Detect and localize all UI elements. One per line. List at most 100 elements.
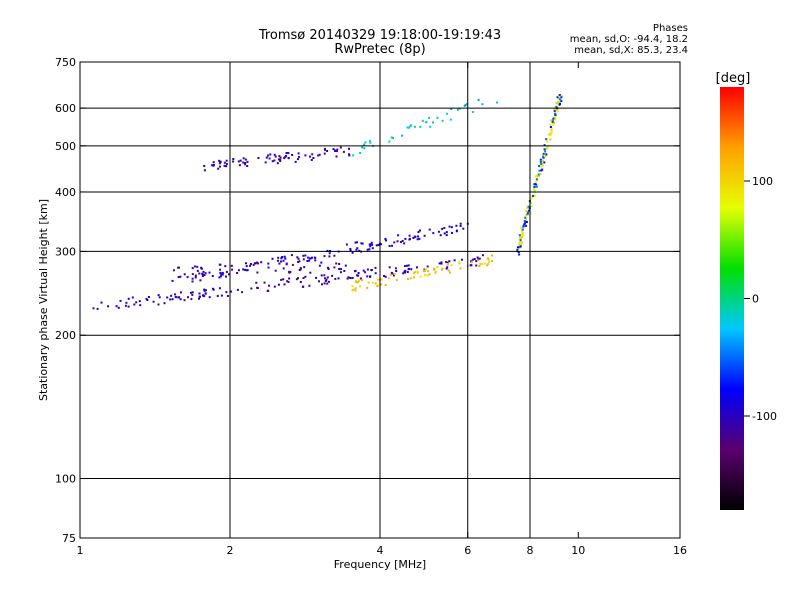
data-point xyxy=(542,154,544,157)
data-point xyxy=(445,260,448,263)
data-point xyxy=(436,116,439,119)
data-point xyxy=(360,242,363,245)
data-point xyxy=(520,226,523,229)
data-point xyxy=(277,283,280,286)
data-point xyxy=(518,242,521,245)
data-point xyxy=(286,280,289,283)
data-point xyxy=(535,178,538,181)
data-point xyxy=(326,276,329,279)
data-point xyxy=(549,134,552,137)
data-point xyxy=(266,290,269,292)
data-point xyxy=(517,246,519,249)
data-point xyxy=(320,274,323,277)
data-point xyxy=(204,272,207,275)
phases-o-stats: mean, sd,O: -94.4, 18.2 xyxy=(569,34,688,45)
data-point xyxy=(439,234,442,237)
data-point xyxy=(198,297,200,300)
data-point xyxy=(445,231,448,234)
data-point xyxy=(523,223,526,226)
x-tick-label: 8 xyxy=(527,544,534,557)
data-point xyxy=(518,244,521,246)
data-point xyxy=(367,281,370,284)
data-point xyxy=(169,298,172,301)
data-point xyxy=(446,112,449,115)
data-point xyxy=(550,131,553,134)
data-point xyxy=(428,273,431,276)
data-point xyxy=(542,159,545,162)
data-point xyxy=(285,262,288,265)
data-point xyxy=(287,152,290,155)
data-point xyxy=(409,277,412,280)
data-point xyxy=(250,287,253,290)
data-point xyxy=(348,153,351,156)
data-point xyxy=(491,260,493,263)
data-point xyxy=(486,264,489,267)
data-point xyxy=(517,247,520,250)
data-point xyxy=(438,262,441,265)
data-point xyxy=(540,169,543,172)
data-point xyxy=(458,261,461,264)
data-point xyxy=(328,252,331,255)
data-point xyxy=(267,266,270,269)
data-point xyxy=(302,258,305,261)
phases-label: Phases xyxy=(652,23,688,34)
data-point xyxy=(282,278,285,281)
data-point xyxy=(245,265,248,268)
data-point xyxy=(369,245,372,248)
data-point xyxy=(466,102,469,105)
data-point xyxy=(537,173,540,176)
data-point xyxy=(558,101,561,104)
data-point xyxy=(274,155,277,158)
colorbar-ticks: 100 0 -100 xyxy=(744,175,777,423)
data-point xyxy=(221,273,224,276)
y-tick-label: 300 xyxy=(55,245,76,258)
data-point xyxy=(446,266,449,269)
data-point xyxy=(260,261,263,264)
data-point xyxy=(302,285,305,288)
data-point xyxy=(323,255,326,258)
data-point xyxy=(388,245,391,247)
data-point xyxy=(309,155,311,158)
data-point xyxy=(539,164,542,167)
data-point xyxy=(244,158,247,161)
data-point xyxy=(191,280,194,283)
data-point xyxy=(361,242,364,245)
data-point xyxy=(242,268,245,271)
data-point xyxy=(287,281,290,283)
data-point xyxy=(203,274,206,277)
y-tick-label: 100 xyxy=(55,473,76,486)
data-point xyxy=(417,235,419,238)
data-point xyxy=(375,244,378,247)
data-point xyxy=(203,289,206,292)
data-point xyxy=(479,263,482,266)
data-point xyxy=(477,99,480,101)
data-point xyxy=(339,146,342,149)
data-point xyxy=(408,267,411,270)
data-point xyxy=(232,160,235,163)
data-point xyxy=(549,119,552,122)
data-point xyxy=(424,268,427,270)
data-point xyxy=(556,109,559,112)
data-point xyxy=(361,146,364,149)
data-point xyxy=(312,157,315,159)
data-point xyxy=(538,174,540,177)
data-point xyxy=(271,257,274,260)
data-point xyxy=(170,294,173,297)
data-point xyxy=(223,161,226,164)
data-point xyxy=(527,205,530,208)
data-point xyxy=(107,305,110,308)
data-point xyxy=(323,152,326,155)
data-point xyxy=(405,264,408,267)
data-point xyxy=(530,205,533,208)
data-point xyxy=(545,147,548,150)
data-point xyxy=(245,262,247,265)
data-point xyxy=(331,274,334,277)
data-point xyxy=(451,231,453,234)
x-tick-label: 16 xyxy=(673,544,687,557)
data-point xyxy=(539,172,542,175)
data-point xyxy=(219,165,221,168)
data-point xyxy=(380,283,383,286)
data-point xyxy=(543,161,546,164)
data-point xyxy=(557,102,560,105)
